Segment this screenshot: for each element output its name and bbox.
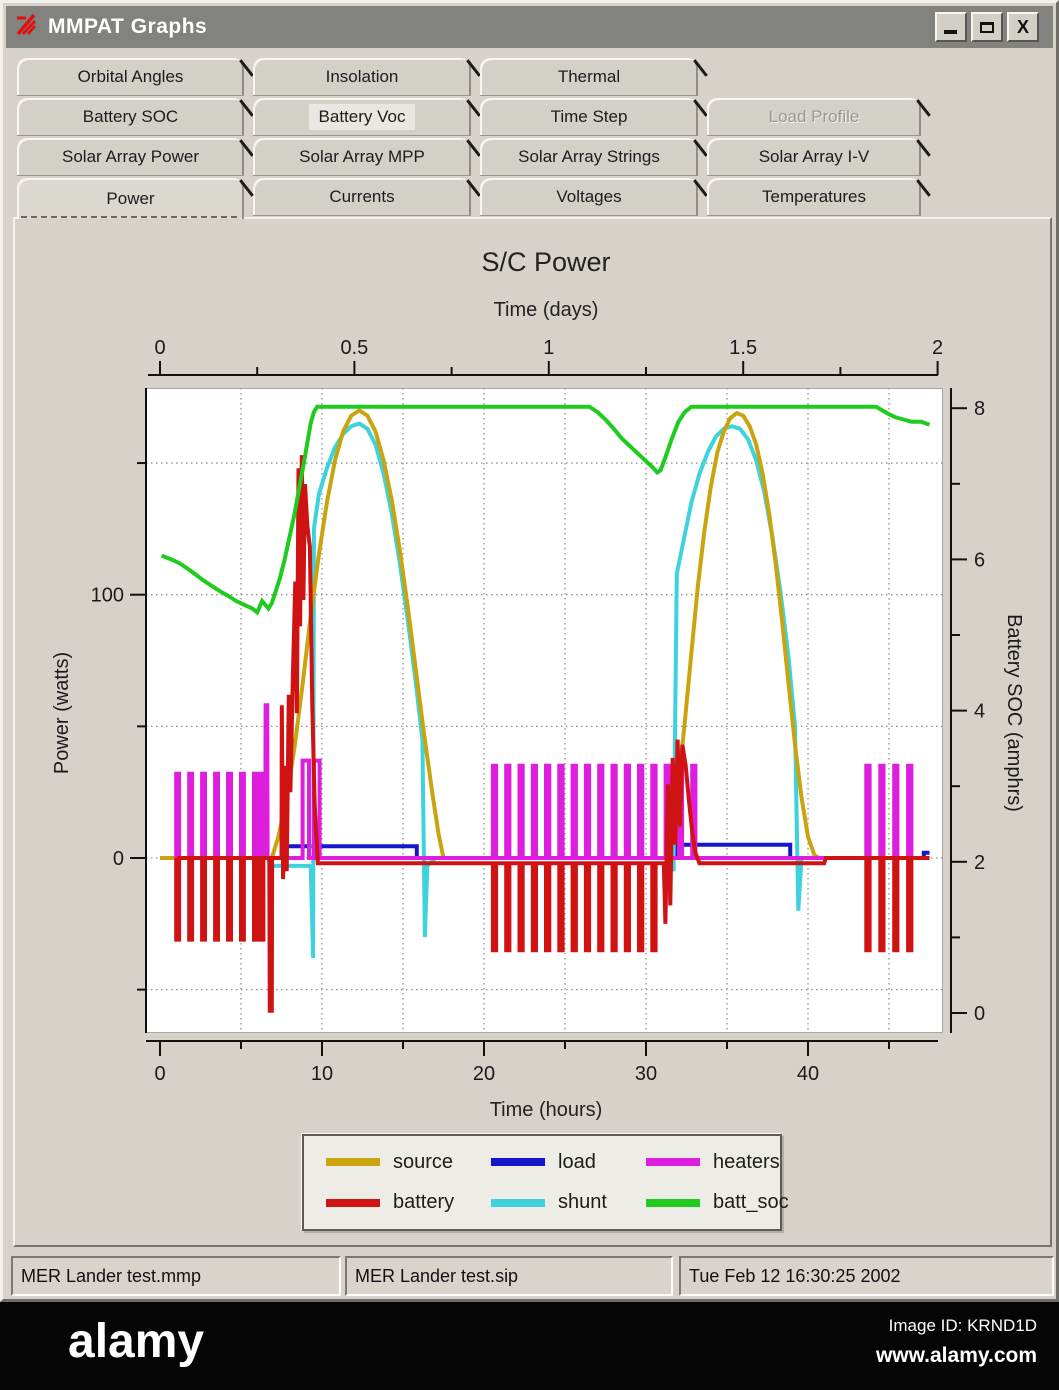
maximize-button[interactable] <box>971 12 1003 42</box>
legend-label: source <box>393 1150 454 1173</box>
legend-item-heaters: heaters <box>646 1151 796 1174</box>
status-mmp-file: MER Lander test.mmp <box>11 1256 341 1296</box>
tab-label: Currents <box>329 186 395 206</box>
legend-label: load <box>558 1150 596 1173</box>
legend-item-load: load <box>491 1151 646 1174</box>
tab-label: Solar Array Power <box>62 146 199 166</box>
plot-area <box>146 388 943 1033</box>
tab-label: Voltages <box>556 186 622 206</box>
legend-label: shunt <box>558 1191 607 1214</box>
tab-label: Time Step <box>550 106 628 126</box>
load-swatch <box>491 1158 545 1167</box>
banner-url: www.alamy.com <box>875 1344 1037 1367</box>
battery-swatch <box>326 1198 380 1207</box>
tab-label: Thermal <box>557 66 621 86</box>
image-id: Image ID: KRND1D <box>888 1316 1037 1335</box>
tab-row-4: Power Currents Voltages Temperatures <box>17 178 921 219</box>
tab-time-step[interactable]: Time Step <box>480 98 698 136</box>
tk-feather-icon <box>14 12 40 43</box>
tab-load-profile[interactable]: Load Profile <box>707 98 921 136</box>
top-axis-title: Time (days) <box>493 299 599 321</box>
chart-title: S/C Power <box>481 247 611 277</box>
legend-item-source: source <box>326 1151 491 1174</box>
alamy-logo: alamy <box>68 1315 205 1368</box>
heaters-swatch <box>646 1158 700 1167</box>
tab-solar-array-mpp[interactable]: Solar Array MPP <box>253 138 471 176</box>
tab-thermal[interactable]: Thermal <box>480 58 698 96</box>
legend-item-batt-soc: batt_soc <box>646 1191 796 1214</box>
app-window: MMPAT Graphs X Orbital Angles Insolation… <box>0 0 1059 1302</box>
tab-focus-dashes <box>21 216 237 218</box>
minimize-icon <box>944 30 957 34</box>
legend-item-shunt: shunt <box>491 1191 646 1214</box>
close-button[interactable]: X <box>1007 12 1039 42</box>
tab-solar-array-iv[interactable]: Solar Array I-V <box>707 138 921 176</box>
legend-label: heaters <box>713 1150 780 1173</box>
titlebar[interactable]: MMPAT Graphs X <box>6 6 1053 48</box>
tab-label: Battery SOC <box>82 106 179 126</box>
status-timestamp: Tue Feb 12 16:30:25 2002 <box>679 1256 1054 1296</box>
window-title: MMPAT Graphs <box>48 15 208 38</box>
tab-currents[interactable]: Currents <box>253 178 471 216</box>
tab-label: Battery Voc <box>308 103 416 130</box>
bottom-axis-title: Time (hours) <box>489 1099 603 1121</box>
tab-voltages[interactable]: Voltages <box>480 178 698 216</box>
tab-label: Temperatures <box>762 186 866 206</box>
tab-row-1: Orbital Angles Insolation Thermal <box>17 58 698 98</box>
source-swatch <box>326 1158 380 1167</box>
minimize-button[interactable] <box>935 12 967 42</box>
legend-item-battery: battery <box>326 1191 491 1214</box>
tab-insolation[interactable]: Insolation <box>253 58 471 96</box>
tab-orbital-angles[interactable]: Orbital Angles <box>17 58 244 96</box>
batt-soc-swatch <box>646 1198 700 1207</box>
tab-label: Power <box>106 188 155 208</box>
tab-solar-array-strings[interactable]: Solar Array Strings <box>480 138 698 176</box>
close-icon: X <box>1016 17 1029 37</box>
legend-label: battery <box>393 1191 455 1214</box>
tab-temperatures[interactable]: Temperatures <box>707 178 921 216</box>
tab-battery-soc[interactable]: Battery SOC <box>17 98 244 136</box>
tab-row-2: Battery SOC Battery Voc Time Step Load P… <box>17 98 921 138</box>
tab-label: Insolation <box>325 66 399 86</box>
tab-power[interactable]: Power <box>17 178 244 219</box>
tab-label: Load Profile <box>768 106 860 126</box>
shunt-swatch <box>491 1198 545 1207</box>
legend-label: batt_soc <box>713 1191 789 1214</box>
tab-label: Solar Array MPP <box>299 146 425 166</box>
status-sip-file: MER Lander test.sip <box>345 1256 673 1296</box>
window-controls: X <box>935 12 1045 42</box>
maximize-icon <box>980 21 994 33</box>
tab-row-3: Solar Array Power Solar Array MPP Solar … <box>17 138 921 178</box>
tab-label: Solar Array I-V <box>758 146 870 166</box>
tab-label: Orbital Angles <box>77 66 184 86</box>
stock-banner: alamy Image ID: KRND1D www.alamy.com <box>0 1302 1059 1390</box>
tab-battery-voc[interactable]: Battery Voc <box>253 98 471 136</box>
chart-legend: source load heaters battery shunt batt_s… <box>302 1134 789 1231</box>
banner-info: Image ID: KRND1D www.alamy.com <box>876 1316 1037 1368</box>
tab-label: Solar Array Strings <box>518 146 660 166</box>
tab-solar-array-power[interactable]: Solar Array Power <box>17 138 244 176</box>
